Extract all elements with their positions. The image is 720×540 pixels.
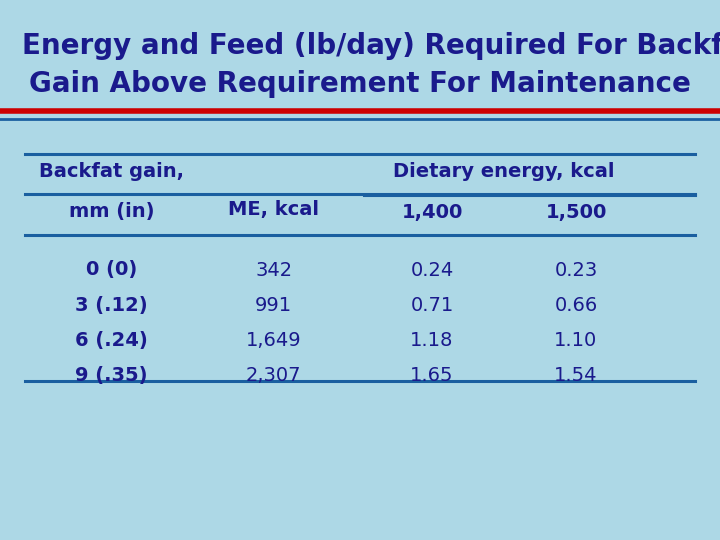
Text: 0.24: 0.24 [410, 260, 454, 280]
Text: 0.66: 0.66 [554, 295, 598, 315]
Text: 2,307: 2,307 [246, 366, 302, 385]
Text: Energy and Feed (lb/day) Required For Backfat: Energy and Feed (lb/day) Required For Ba… [22, 32, 720, 60]
Text: 1,400: 1,400 [401, 203, 463, 222]
Text: 342: 342 [255, 260, 292, 280]
Text: 3 (.12): 3 (.12) [76, 295, 148, 315]
Text: 1.54: 1.54 [554, 366, 598, 385]
Text: 1,649: 1,649 [246, 330, 302, 350]
Text: mm (in): mm (in) [69, 202, 154, 221]
Text: 0.23: 0.23 [554, 260, 598, 280]
Text: ME, kcal: ME, kcal [228, 200, 319, 219]
Text: 1.65: 1.65 [410, 366, 454, 385]
Text: 1.10: 1.10 [554, 330, 598, 350]
Text: Dietary energy, kcal: Dietary energy, kcal [393, 162, 615, 181]
Text: 0 (0): 0 (0) [86, 260, 138, 280]
Text: Backfat gain,: Backfat gain, [39, 162, 184, 181]
Text: 9 (.35): 9 (.35) [76, 366, 148, 385]
Text: 6 (.24): 6 (.24) [75, 330, 148, 350]
Text: 991: 991 [255, 295, 292, 315]
Text: Gain Above Requirement For Maintenance: Gain Above Requirement For Maintenance [29, 70, 691, 98]
Text: 1,500: 1,500 [545, 203, 607, 222]
Text: 1.18: 1.18 [410, 330, 454, 350]
Text: 0.71: 0.71 [410, 295, 454, 315]
